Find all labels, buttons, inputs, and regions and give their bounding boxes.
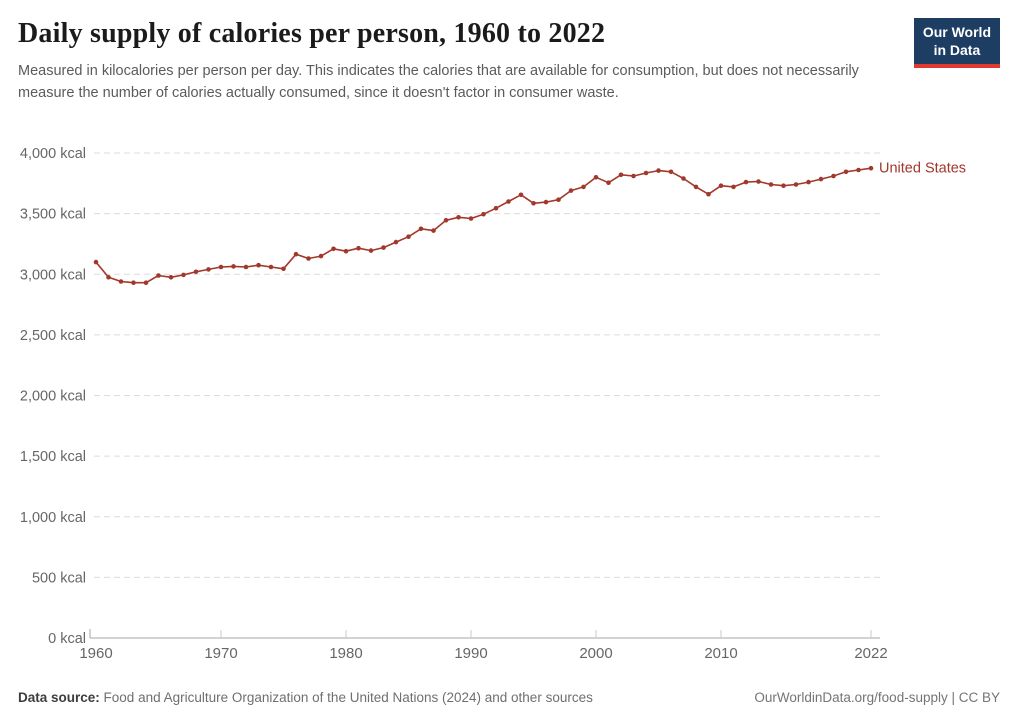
y-tick-label: 2,500 kcal [20, 328, 86, 344]
data-point[interactable] [481, 211, 486, 217]
data-point[interactable] [543, 199, 549, 205]
data-point[interactable] [843, 169, 849, 175]
data-point[interactable] [531, 201, 536, 206]
data-point[interactable] [406, 234, 411, 239]
data-point[interactable] [218, 264, 224, 270]
line-chart: 0 kcal 500 kcal 1,000 kcal 1,500 kcal 2,000 … [0, 140, 1020, 670]
data-point[interactable] [268, 264, 274, 270]
data-point[interactable] [93, 259, 99, 265]
series-entity-label[interactable]: United States [879, 161, 966, 177]
data-point[interactable] [418, 226, 424, 232]
data-point[interactable] [306, 256, 311, 261]
data-point[interactable] [668, 169, 674, 175]
data-point[interactable] [643, 170, 649, 176]
x-tick-label: 1980 [329, 645, 362, 662]
data-point[interactable] [381, 245, 386, 250]
data-point[interactable] [856, 167, 861, 173]
data-point[interactable] [118, 279, 124, 284]
data-point[interactable] [368, 248, 374, 253]
data-point[interactable] [181, 272, 186, 278]
data-point[interactable] [131, 280, 136, 285]
data-point[interactable] [356, 245, 361, 251]
data-point[interactable] [606, 180, 611, 185]
x-tick-label: 2022 [854, 645, 887, 662]
data-point[interactable] [631, 173, 636, 179]
x-tick-label: 2000 [579, 645, 612, 662]
data-point[interactable] [756, 179, 761, 184]
x-tick-label: 1960 [79, 645, 112, 662]
chart-title: Daily supply of calories per person, 196… [18, 18, 606, 49]
y-tick-label: 3,500 kcal [20, 207, 86, 223]
data-point[interactable] [818, 176, 824, 182]
data-point[interactable] [168, 275, 174, 280]
x-tick-label: 1970 [204, 645, 237, 662]
data-point[interactable] [693, 184, 699, 190]
data-point[interactable] [206, 267, 211, 272]
footer-link[interactable]: OurWorldinData.org/food-supply | CC BY [754, 690, 1000, 705]
y-tick-label: 1,000 kcal [20, 510, 86, 526]
data-point[interactable] [256, 262, 261, 268]
data-point[interactable] [443, 218, 449, 223]
y-tick-label: 0 kcal [48, 631, 86, 647]
chart-header: Daily supply of calories per person, 196… [0, 0, 1020, 104]
owid-logo[interactable]: Our World in Data [913, 18, 1000, 68]
y-tick-label: 4,000 kcal [20, 146, 86, 162]
data-point[interactable] [393, 239, 399, 245]
data-point[interactable] [343, 248, 349, 254]
data-point[interactable] [156, 273, 161, 278]
chart-canvas[interactable]: 0 kcal 500 kcal 1,000 kcal 1,500 kcal 2,000 … [0, 140, 1020, 670]
data-point[interactable] [681, 176, 686, 181]
x-axis: 1960 1970 1980 1990 2000 2010 2022 [79, 630, 888, 662]
data-source-text: Food and Agriculture Organization of the… [103, 690, 593, 705]
y-tick-label: 1,500 kcal [20, 449, 86, 465]
data-point[interactable] [243, 264, 249, 270]
data-point[interactable] [731, 184, 736, 190]
data-point[interactable] [618, 172, 624, 178]
data-point[interactable] [143, 280, 149, 285]
data-point[interactable] [806, 179, 811, 185]
data-point[interactable] [468, 216, 474, 221]
y-tick-label: 500 kcal [32, 570, 86, 586]
data-point[interactable] [718, 183, 724, 188]
data-point[interactable] [231, 264, 236, 269]
data-point[interactable] [581, 184, 586, 190]
y-tick-label: 3,000 kcal [20, 267, 86, 283]
data-point[interactable] [593, 175, 599, 180]
data-point[interactable] [868, 165, 874, 171]
data-source: Data source: Food and Agriculture Organi… [18, 690, 593, 705]
data-source-label: Data source: [18, 690, 100, 705]
data-point[interactable] [456, 215, 461, 220]
data-point[interactable] [318, 253, 324, 259]
data-point[interactable] [781, 183, 786, 188]
owid-logo-line1: Our World [922, 24, 991, 40]
data-point[interactable] [706, 191, 711, 197]
chart-footer: Data source: Food and Agriculture Organi… [0, 677, 1020, 720]
data-point[interactable] [768, 182, 774, 187]
data-point[interactable] [293, 251, 299, 257]
data-point[interactable] [518, 192, 524, 198]
data-point[interactable] [281, 266, 286, 272]
x-tick-label: 2010 [704, 645, 737, 662]
data-point[interactable] [193, 269, 199, 275]
data-point[interactable] [506, 199, 511, 204]
data-point[interactable] [743, 179, 749, 185]
us-series-line[interactable] [95, 167, 872, 284]
y-tick-label: 2,000 kcal [20, 389, 86, 405]
y-gridlines: 0 kcal 500 kcal 1,000 kcal 1,500 kcal 2,000 … [20, 146, 880, 647]
chart-subtitle: Measured in kilocalories per person per … [18, 63, 859, 102]
data-point[interactable] [568, 188, 574, 193]
data-point[interactable] [106, 275, 111, 280]
data-point[interactable] [656, 168, 661, 173]
data-point[interactable] [831, 173, 836, 179]
data-point[interactable] [556, 197, 561, 202]
data-point[interactable] [331, 246, 336, 252]
data-point[interactable] [793, 182, 799, 187]
data-point[interactable] [493, 205, 499, 211]
x-tick-label: 1990 [454, 645, 487, 662]
us-series-points [93, 165, 874, 285]
data-point[interactable] [431, 228, 436, 233]
owid-logo-line2: in Data [933, 41, 981, 58]
